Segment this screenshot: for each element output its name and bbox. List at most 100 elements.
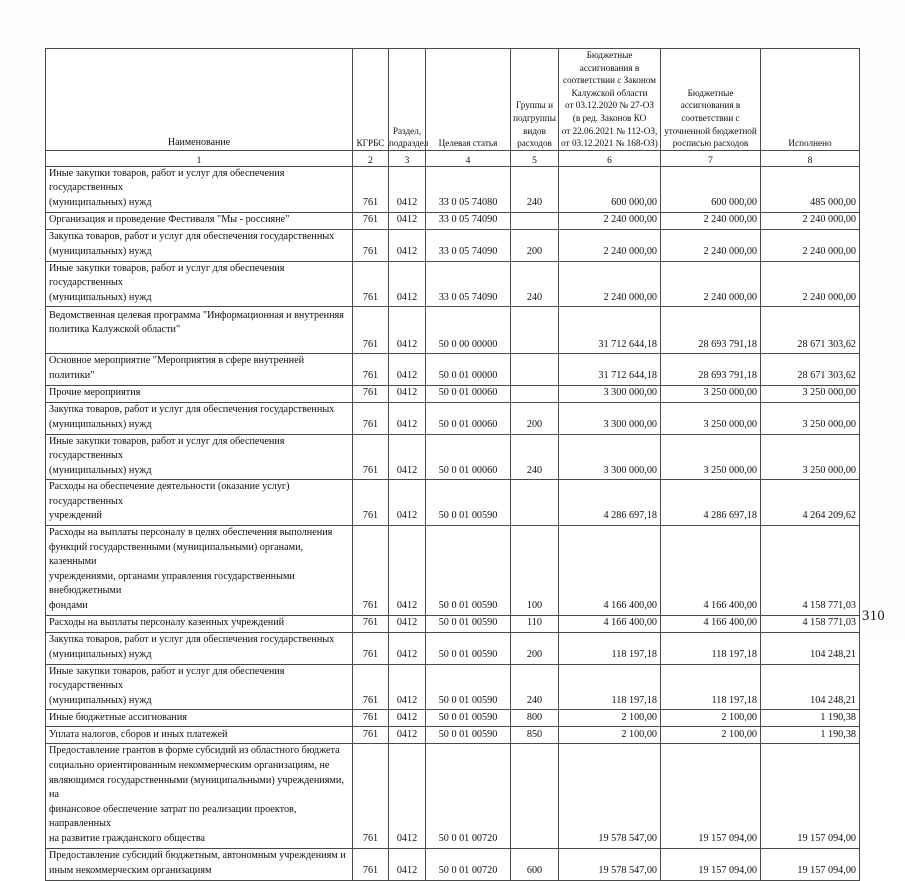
cell-gruppy: 240 xyxy=(510,663,559,711)
cell-name-line: Предоставление субсидий бюджетным, автон… xyxy=(49,850,346,862)
cell-name-line: (муниципальных) нужд xyxy=(49,291,152,303)
header-label-col7-2: ассигнования в xyxy=(680,100,741,111)
cell-gruppy xyxy=(510,384,559,403)
cell-assignments-rospis: 4 166 400,00 xyxy=(660,525,761,616)
cell-name: Организация и проведение Фестиваля "Мы -… xyxy=(45,211,353,230)
table-row: Основное мероприятие "Мероприятия в сфер… xyxy=(45,353,860,386)
table-row: Предоставление грантов в форме субсидий … xyxy=(45,743,860,849)
table-row: Ведомственная целевая программа "Информа… xyxy=(45,306,860,355)
cell-assignments-rospis: 2 240 000,00 xyxy=(660,260,761,308)
header-cell-name: Наименование xyxy=(45,48,353,151)
cell-gruppy xyxy=(510,211,559,230)
cell-gruppy: 200 xyxy=(510,631,559,665)
header-label-gruppy-4: расходов xyxy=(517,138,552,149)
cell-razdel: 0412 xyxy=(388,433,426,481)
cell-celevaya: 50 0 01 00590 xyxy=(425,663,511,711)
cell-name-line: Прочие мероприятия xyxy=(49,386,141,398)
cell-celevaya: 50 0 01 00720 xyxy=(425,743,511,849)
cell-name: Расходы на обеспечение деятельности (ока… xyxy=(45,479,353,527)
cell-celevaya: 33 0 05 74080 xyxy=(425,165,511,213)
header-label-col6-8: от 03.12.2021 № 168-ОЗ) xyxy=(561,138,658,149)
cell-name: Закупка товаров, работ и услуг для обесп… xyxy=(45,401,353,435)
column-number-4: 4 xyxy=(425,149,511,167)
cell-razdel: 0412 xyxy=(388,614,426,633)
cell-razdel: 0412 xyxy=(388,228,426,262)
table-row: Закупка товаров, работ и услуг для обесп… xyxy=(45,631,860,665)
cell-name: Предоставление грантов в форме субсидий … xyxy=(45,743,353,849)
cell-gruppy xyxy=(510,479,559,527)
cell-razdel: 0412 xyxy=(388,525,426,616)
cell-assignments-rospis: 19 157 094,00 xyxy=(660,847,761,881)
cell-kgrbs: 761 xyxy=(352,479,389,527)
cell-assignments-law: 4 166 400,00 xyxy=(558,614,661,633)
table-row: Предоставление субсидий бюджетным, автон… xyxy=(45,847,860,881)
table-row: Организация и проведение Фестиваля "Мы -… xyxy=(45,211,860,230)
cell-name-line: (муниципальных) нужд xyxy=(49,649,152,661)
cell-kgrbs: 761 xyxy=(352,353,389,386)
header-label-col6-7: от 22.06.2021 № 112-ОЗ, xyxy=(561,125,658,136)
cell-kgrbs: 761 xyxy=(352,228,389,262)
cell-name: Основное мероприятие "Мероприятия в сфер… xyxy=(45,353,353,386)
cell-razdel: 0412 xyxy=(388,260,426,308)
cell-kgrbs: 761 xyxy=(352,614,389,633)
header-cell-celevaya: Целевая статья xyxy=(425,48,511,151)
cell-celevaya: 50 0 01 00590 xyxy=(425,709,511,728)
cell-gruppy: 600 xyxy=(510,847,559,881)
cell-kgrbs: 761 xyxy=(352,726,389,745)
header-label-gruppy-3: видов xyxy=(523,125,546,136)
cell-name-line: Расходы на обеспечение деятельности (ока… xyxy=(49,481,290,507)
header-cell-kgrbs: КГРБС xyxy=(352,48,389,151)
cell-gruppy: 200 xyxy=(510,228,559,262)
header-label-col7-3: соответствии с xyxy=(681,112,740,123)
cell-name-line: Закупка товаров, работ и услуг для обесп… xyxy=(49,231,335,243)
cell-assignments-law: 3 300 000,00 xyxy=(558,433,661,481)
cell-executed: 1 190,38 xyxy=(760,726,860,745)
cell-assignments-law: 19 578 547,00 xyxy=(558,847,661,881)
cell-razdel: 0412 xyxy=(388,743,426,849)
cell-assignments-law: 3 300 000,00 xyxy=(558,401,661,435)
cell-executed: 28 671 303,62 xyxy=(760,353,860,386)
cell-kgrbs: 761 xyxy=(352,211,389,230)
header-label-col6-4: Калужской области xyxy=(571,87,648,98)
cell-name-line: (муниципальных) нужд xyxy=(49,196,152,208)
header-label-gruppy-2: подгруппы xyxy=(513,112,556,123)
cell-name: Закупка товаров, работ и услуг для обесп… xyxy=(45,631,353,665)
cell-assignments-law: 3 300 000,00 xyxy=(558,384,661,403)
cell-executed: 3 250 000,00 xyxy=(760,433,860,481)
header-label-col7-5: росписью расходов xyxy=(672,138,749,149)
header-label-col6-5: от 03.12.2020 № 27-ОЗ xyxy=(565,100,654,111)
cell-razdel: 0412 xyxy=(388,631,426,665)
cell-name-line: на развитие гражданского общества xyxy=(49,832,206,844)
cell-assignments-law: 4 166 400,00 xyxy=(558,525,661,616)
cell-assignments-rospis: 2 100,00 xyxy=(660,709,761,728)
cell-name-line: Закупка товаров, работ и услуг для обесп… xyxy=(49,404,335,416)
cell-name: Иные закупки товаров, работ и услуг для … xyxy=(45,260,353,308)
cell-assignments-rospis: 28 693 791,18 xyxy=(660,353,761,386)
header-label-razdel-1: Раздел, xyxy=(392,125,422,136)
cell-assignments-law: 118 197,18 xyxy=(558,631,661,665)
cell-assignments-rospis: 19 157 094,00 xyxy=(660,743,761,849)
cell-gruppy xyxy=(510,306,559,355)
cell-kgrbs: 761 xyxy=(352,165,389,213)
table-row: Расходы на выплаты персоналу в целях обе… xyxy=(45,525,860,616)
cell-executed: 19 157 094,00 xyxy=(760,743,860,849)
table-row: Иные закупки товаров, работ и услуг для … xyxy=(45,433,860,481)
table-row: Уплата налогов, сборов и иных платежей 76… xyxy=(45,726,860,745)
header-label-col6-6: (в ред. Законов КО xyxy=(572,112,647,123)
cell-name-line: (муниципальных) нужд xyxy=(49,245,152,257)
cell-celevaya: 50 0 01 00590 xyxy=(425,631,511,665)
cell-name-line: учреждениями, органами управления госуда… xyxy=(49,570,295,597)
cell-gruppy: 200 xyxy=(510,401,559,435)
cell-name: Прочие мероприятия xyxy=(45,384,353,403)
header-row: Наименование КГРБС Раздел, подраздел Цел… xyxy=(45,48,860,151)
cell-gruppy: 240 xyxy=(510,433,559,481)
cell-assignments-rospis: 28 693 791,18 xyxy=(660,306,761,355)
budget-table: Наименование КГРБС Раздел, подраздел Цел… xyxy=(45,48,860,881)
cell-name-line: Иные закупки товаров, работ и услуг для … xyxy=(49,167,285,194)
cell-gruppy: 240 xyxy=(510,165,559,213)
cell-name: Расходы на выплаты персоналу казенных уч… xyxy=(45,614,353,633)
cell-kgrbs: 761 xyxy=(352,847,389,881)
cell-executed: 3 250 000,00 xyxy=(760,384,860,403)
cell-assignments-law: 2 240 000,00 xyxy=(558,260,661,308)
cell-executed: 3 250 000,00 xyxy=(760,401,860,435)
